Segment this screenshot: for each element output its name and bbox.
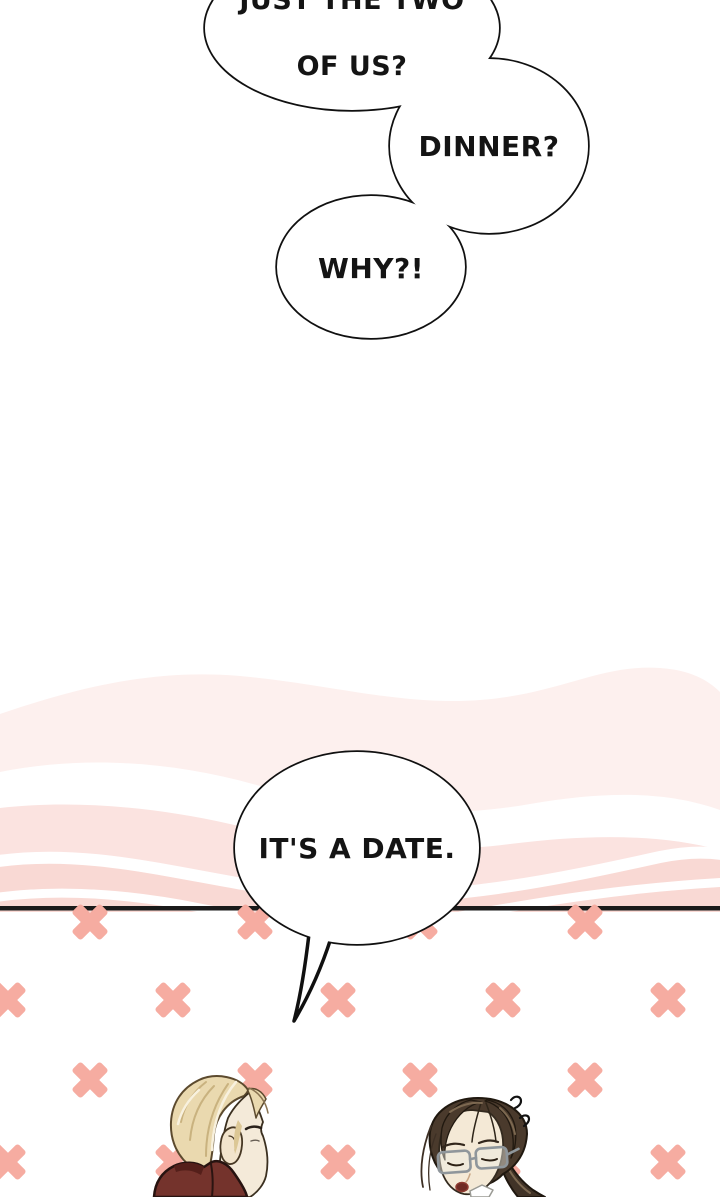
hair-wisp-1 [420,1125,432,1188]
cross-mark-bar [72,1062,108,1098]
cross-mark [567,904,603,940]
glasses-temple [505,1147,520,1157]
eyebrow-right [477,1139,500,1145]
speech-bubble-why-fill [277,196,465,338]
date-bubble-fill [235,752,479,944]
blond-stray-strand [248,1087,269,1114]
cross-mark-bar [402,1062,438,1098]
cross-mark [567,1062,603,1098]
cross-mark-bar [650,1144,686,1180]
cross-mark [485,982,521,1018]
bubble-date-text: IT'S A DATE. [258,832,455,865]
hair-curtain-right [484,1099,517,1159]
cross-mark-bar [567,904,603,940]
cross-mark [0,1144,26,1180]
eye-closed-left [447,1162,464,1167]
character-glasses-bowed [420,1095,546,1197]
blond-hair-highlight-1 [176,1088,201,1126]
cross-mark-bar [0,1144,26,1180]
eye-closed-right [481,1158,498,1162]
cross-mark-bar [650,982,686,1018]
cross-mark-bar [320,982,356,1018]
cross-mark [237,904,273,940]
blond-hair-shading-3 [205,1083,229,1157]
hair-part-strand-1 [471,1102,482,1143]
speech-bubble-date: IT'S A DATE. [233,750,481,1023]
glasses-right-lens [474,1145,509,1170]
cross-mark-bar [485,982,521,1018]
blond-sideburn [234,1120,242,1154]
blond-hair-shading-2 [189,1085,215,1141]
confusion-mark-2 [518,1114,531,1128]
blond-hair-swoosh [247,1087,267,1119]
bubble-why-text: WHY?! [318,252,424,285]
cross-mark [72,904,108,940]
hair-wisp-2 [428,1133,437,1191]
date-bubble-tail [292,932,333,1023]
cross-mark [402,1062,438,1098]
character-blond-back [152,1075,269,1197]
blond-eyebrow [244,1125,263,1131]
cross-mark-bar [0,982,26,1018]
glasses [436,1145,520,1175]
cross-mark-bar [320,1144,356,1180]
bubble-dinner-text: DINNER? [419,130,560,163]
bubble-top-text-line2: OF US? [297,51,408,82]
cross-mark [72,1062,108,1098]
hair-highlight-2 [499,1107,516,1135]
blond-hair-highlight-2 [210,1080,238,1152]
cross-mark [650,1144,686,1180]
cross-mark-bar [155,982,191,1018]
cross-mark [320,982,356,1018]
bubble-top-text-line1: JUST THE TWO [237,0,464,16]
cross-mark [155,982,191,1018]
hair-part-strand-2 [485,1102,497,1143]
cross-mark-bar [237,904,273,940]
cross-mark [320,1144,356,1180]
glasses-left-lens [436,1149,472,1175]
cross-mark [650,982,686,1018]
cross-mark-bar [72,904,108,940]
speech-bubble-dinner-fill [390,59,588,233]
confusion-mark-1 [509,1095,523,1110]
cross-mark [0,982,26,1018]
mouth-open [455,1181,469,1193]
wave-band-3 [0,853,720,912]
cross-mark-bar [567,1062,603,1098]
blond-jacket-collar-shadow [174,1162,204,1175]
shirt-collar [469,1184,494,1197]
glasses-bridge [468,1156,478,1161]
blond-jacket-fold [210,1163,214,1197]
hair-highlight-1 [449,1101,483,1113]
confusion-marks-icon [509,1095,531,1128]
speech-bubble-chain: JUST THE TWO OF US? DINNER? WHY?! [203,0,590,340]
nose-line [465,1173,471,1183]
blond-eye-line [250,1139,260,1142]
wave-white-stripe-3 [455,877,720,921]
eyebrow-left [441,1142,466,1149]
